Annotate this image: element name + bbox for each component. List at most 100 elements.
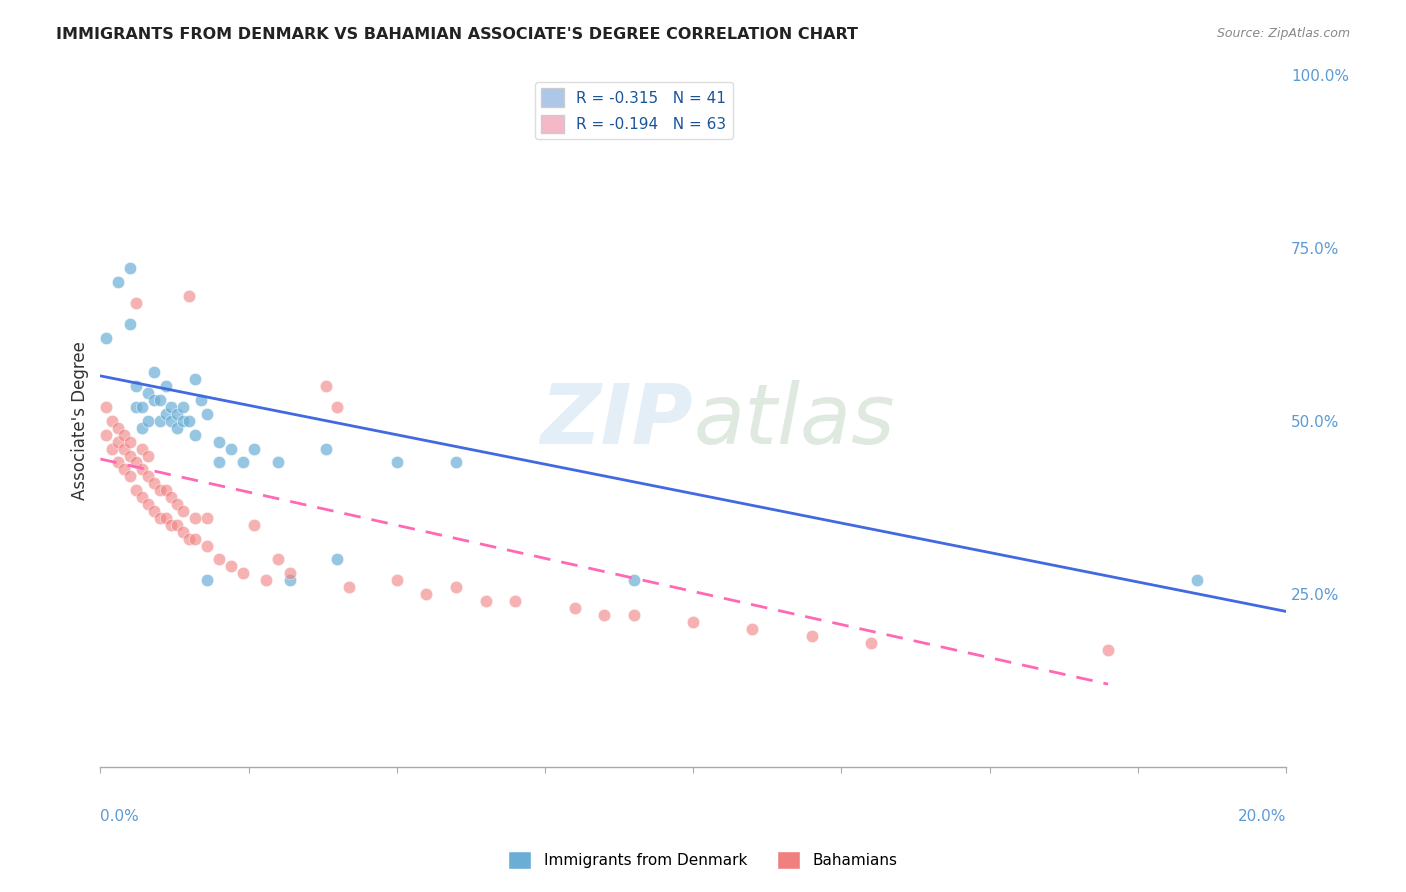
Point bbox=[136, 469, 159, 483]
Point bbox=[326, 400, 349, 414]
Point bbox=[326, 552, 349, 566]
Point bbox=[1097, 642, 1119, 657]
Point bbox=[593, 607, 616, 622]
Point bbox=[125, 400, 148, 414]
Point bbox=[142, 365, 165, 379]
Point bbox=[195, 511, 218, 525]
Y-axis label: Associate's Degree: Associate's Degree bbox=[72, 342, 89, 500]
Point bbox=[195, 407, 218, 421]
Point bbox=[385, 573, 408, 587]
Point bbox=[166, 421, 188, 435]
Point bbox=[623, 573, 645, 587]
Point bbox=[112, 427, 135, 442]
Text: 0.0%: 0.0% bbox=[100, 809, 139, 824]
Point bbox=[682, 615, 704, 629]
Point bbox=[859, 635, 882, 649]
Point bbox=[107, 434, 129, 449]
Point bbox=[160, 517, 183, 532]
Point bbox=[101, 414, 124, 428]
Point bbox=[112, 442, 135, 456]
Point bbox=[172, 524, 194, 539]
Point bbox=[96, 331, 118, 345]
Point bbox=[136, 449, 159, 463]
Point bbox=[219, 442, 242, 456]
Point bbox=[179, 289, 201, 303]
Point bbox=[149, 414, 172, 428]
Text: 20.0%: 20.0% bbox=[1237, 809, 1286, 824]
Point bbox=[160, 400, 183, 414]
Point bbox=[444, 580, 467, 594]
Point bbox=[160, 414, 183, 428]
Point bbox=[160, 490, 183, 504]
Point bbox=[184, 427, 207, 442]
Point bbox=[315, 442, 337, 456]
Point bbox=[184, 532, 207, 546]
Point bbox=[208, 455, 231, 469]
Point bbox=[254, 573, 277, 587]
Point bbox=[149, 511, 172, 525]
Point bbox=[118, 449, 141, 463]
Point bbox=[112, 462, 135, 476]
Point bbox=[179, 532, 201, 546]
Point bbox=[195, 539, 218, 553]
Point bbox=[184, 372, 207, 386]
Point bbox=[172, 400, 194, 414]
Point bbox=[131, 490, 153, 504]
Point bbox=[232, 455, 254, 469]
Point bbox=[474, 594, 496, 608]
Point bbox=[505, 594, 527, 608]
Point bbox=[149, 393, 172, 408]
Point bbox=[101, 442, 124, 456]
Point bbox=[136, 497, 159, 511]
Point bbox=[125, 483, 148, 498]
Text: IMMIGRANTS FROM DENMARK VS BAHAMIAN ASSOCIATE'S DEGREE CORRELATION CHART: IMMIGRANTS FROM DENMARK VS BAHAMIAN ASSO… bbox=[56, 27, 858, 42]
Point bbox=[179, 414, 201, 428]
Point bbox=[190, 393, 212, 408]
Point bbox=[315, 379, 337, 393]
Point bbox=[385, 455, 408, 469]
Point bbox=[96, 400, 118, 414]
Point bbox=[136, 386, 159, 401]
Point bbox=[219, 559, 242, 574]
Point bbox=[118, 434, 141, 449]
Point bbox=[96, 427, 118, 442]
Point bbox=[155, 379, 177, 393]
Point bbox=[131, 421, 153, 435]
Point bbox=[118, 317, 141, 331]
Point bbox=[142, 476, 165, 491]
Text: atlas: atlas bbox=[693, 380, 894, 461]
Point bbox=[131, 400, 153, 414]
Point bbox=[208, 434, 231, 449]
Point bbox=[172, 414, 194, 428]
Point bbox=[172, 504, 194, 518]
Point bbox=[125, 296, 148, 310]
Point bbox=[155, 407, 177, 421]
Point bbox=[444, 455, 467, 469]
Point bbox=[155, 511, 177, 525]
Point bbox=[267, 455, 290, 469]
Point bbox=[623, 607, 645, 622]
Point bbox=[415, 587, 437, 601]
Point bbox=[142, 504, 165, 518]
Point bbox=[166, 517, 188, 532]
Point bbox=[166, 407, 188, 421]
Point bbox=[243, 442, 266, 456]
Legend: R = -0.315   N = 41, R = -0.194   N = 63: R = -0.315 N = 41, R = -0.194 N = 63 bbox=[536, 82, 733, 139]
Point bbox=[125, 455, 148, 469]
Point bbox=[142, 393, 165, 408]
Point bbox=[741, 622, 763, 636]
Point bbox=[278, 573, 301, 587]
Point bbox=[107, 421, 129, 435]
Point bbox=[800, 629, 823, 643]
Point bbox=[125, 379, 148, 393]
Point bbox=[1185, 573, 1208, 587]
Point bbox=[118, 469, 141, 483]
Text: ZIP: ZIP bbox=[540, 380, 693, 461]
Point bbox=[107, 276, 129, 290]
Point bbox=[208, 552, 231, 566]
Point bbox=[149, 483, 172, 498]
Point bbox=[118, 261, 141, 276]
Point bbox=[131, 442, 153, 456]
Point bbox=[278, 566, 301, 581]
Point bbox=[564, 601, 586, 615]
